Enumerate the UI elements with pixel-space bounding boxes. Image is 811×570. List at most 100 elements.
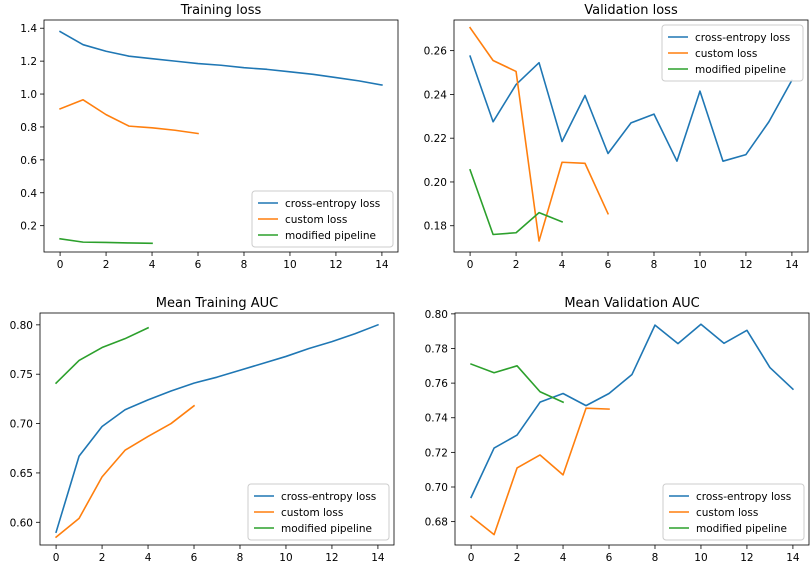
legend-label-custom: custom loss — [281, 507, 343, 519]
x-tick-label: 4 — [145, 552, 152, 564]
y-tick-label: 0.74 — [425, 413, 449, 425]
y-tick-label: 0.60 — [10, 517, 33, 529]
y-tick-label: 1.0 — [20, 89, 37, 101]
chart-title: Mean Validation AUC — [564, 296, 699, 311]
y-tick-label: 0.65 — [10, 468, 33, 480]
y-tick-label: 0.26 — [424, 46, 448, 58]
series-line-cross-entropy — [55, 323, 379, 534]
axes-frame — [454, 312, 810, 546]
y-tick-label: 1.2 — [20, 56, 37, 68]
y-tick-label: 0.22 — [424, 133, 447, 145]
y-tick-label: 0.78 — [425, 343, 448, 355]
x-tick-label: 4 — [149, 259, 156, 271]
x-tick-label: 10 — [693, 259, 706, 271]
legend-label-custom: custom loss — [695, 48, 757, 60]
y-tick-label: 0.2 — [20, 221, 37, 233]
chart-panel-3: Mean Training AUC 0 2 4 6 8 10 12 14 0.60 0.65 0.70… — [10, 296, 395, 564]
y-tick-label: 0.18 — [424, 221, 447, 233]
series-line-custom — [59, 99, 199, 135]
series-line-modified — [54, 326, 150, 385]
chart-panel-1: Training loss 0 2 4 6 8 10 12 14 0.2 0.4 0.6 0.8 1.0 1… — [20, 3, 399, 271]
x-tick-label: 6 — [606, 552, 613, 564]
x-tick-label: 2 — [514, 552, 521, 564]
x-tick-label: 6 — [605, 259, 612, 271]
y-tick-label: 0.80 — [425, 309, 448, 321]
series-line-modified — [59, 237, 153, 245]
y-tick-label: 0.24 — [424, 89, 448, 101]
legend: cross-entropy loss custom loss modified pi… — [661, 24, 804, 82]
x-tick-label: 0 — [468, 552, 475, 564]
series-line-cross-entropy — [469, 55, 793, 162]
chart-title: Validation loss — [584, 3, 678, 18]
legend-box — [662, 483, 805, 541]
x-tick-label: 4 — [559, 259, 566, 271]
x-tick-label: 10 — [279, 552, 292, 564]
legend-label-modified: modified pipeline — [281, 523, 372, 535]
legend: cross-entropy loss custom loss modified pi… — [662, 483, 805, 541]
series-line-cross-entropy — [58, 30, 383, 86]
chart-title: Mean Training AUC — [156, 296, 278, 311]
series-line-custom — [469, 407, 610, 536]
legend-label-cross-entropy: cross-entropy loss — [695, 32, 790, 44]
x-tick-label: 14 — [785, 259, 799, 271]
y-tick-label: 0.4 — [20, 188, 37, 200]
x-tick-label: 4 — [560, 552, 567, 564]
axes-frame — [43, 19, 399, 253]
legend-label-custom: custom loss — [285, 214, 347, 226]
x-tick-label: 8 — [241, 259, 248, 271]
x-tick-label: 8 — [237, 552, 244, 564]
x-tick-label: 8 — [651, 259, 658, 271]
x-tick-label: 6 — [191, 552, 198, 564]
x-tick-label: 14 — [375, 259, 389, 271]
y-tick-label: 0.70 — [425, 482, 448, 494]
legend-label-modified: modified pipeline — [285, 230, 376, 242]
legend-label-custom: custom loss — [696, 507, 758, 519]
chart-panel-4: Mean Validation AUC 0 2 4 6 8 10 12 14 0.68 0.70 0.… — [425, 296, 810, 564]
y-tick-label: 0.70 — [10, 419, 33, 431]
y-tick-label: 0.20 — [424, 177, 447, 189]
y-tick-label: 0.8 — [20, 122, 37, 134]
y-tick-label: 0.72 — [425, 447, 448, 459]
series-line-modified — [470, 363, 565, 404]
x-tick-label: 6 — [195, 259, 202, 271]
x-tick-label: 0 — [53, 552, 60, 564]
legend-label-cross-entropy: cross-entropy loss — [285, 198, 380, 210]
y-tick-label: 0.6 — [20, 155, 37, 167]
series-line-custom — [54, 404, 196, 539]
axes-frame — [453, 19, 809, 253]
x-tick-label: 8 — [652, 552, 659, 564]
legend-box — [247, 483, 390, 541]
y-tick-label: 0.76 — [425, 378, 449, 390]
x-tick-label: 2 — [103, 259, 110, 271]
x-tick-label: 12 — [740, 552, 753, 564]
legend: cross-entropy loss custom loss modified pi… — [247, 483, 390, 541]
x-tick-label: 2 — [513, 259, 520, 271]
y-tick-label: 0.75 — [10, 369, 33, 381]
x-tick-label: 0 — [57, 259, 64, 271]
series-line-custom — [468, 26, 610, 242]
legend-label-modified: modified pipeline — [696, 523, 787, 535]
chart-panel-2: Validation loss 0 2 4 6 8 10 12 14 0.18 0.20 0.22 0.… — [424, 3, 809, 271]
legend-label-modified: modified pipeline — [695, 64, 786, 76]
legend-box — [661, 24, 804, 82]
x-tick-label: 12 — [325, 552, 338, 564]
series-line-modified — [469, 168, 564, 236]
x-tick-label: 12 — [329, 259, 342, 271]
x-tick-label: 10 — [283, 259, 296, 271]
x-tick-label: 0 — [467, 259, 474, 271]
legend-box — [251, 190, 394, 248]
chart-title: Training loss — [180, 3, 262, 18]
x-tick-label: 12 — [739, 259, 752, 271]
legend-label-cross-entropy: cross-entropy loss — [696, 491, 791, 503]
legend-label-cross-entropy: cross-entropy loss — [281, 491, 376, 503]
y-tick-label: 1.4 — [20, 23, 37, 35]
x-tick-label: 2 — [99, 552, 106, 564]
x-tick-label: 14 — [371, 552, 385, 564]
y-tick-label: 0.80 — [10, 320, 33, 332]
y-tick-label: 0.68 — [425, 517, 448, 529]
x-tick-label: 14 — [786, 552, 800, 564]
legend: cross-entropy loss custom loss modified pi… — [251, 190, 394, 248]
x-tick-label: 10 — [694, 552, 707, 564]
axes-frame — [39, 312, 395, 546]
